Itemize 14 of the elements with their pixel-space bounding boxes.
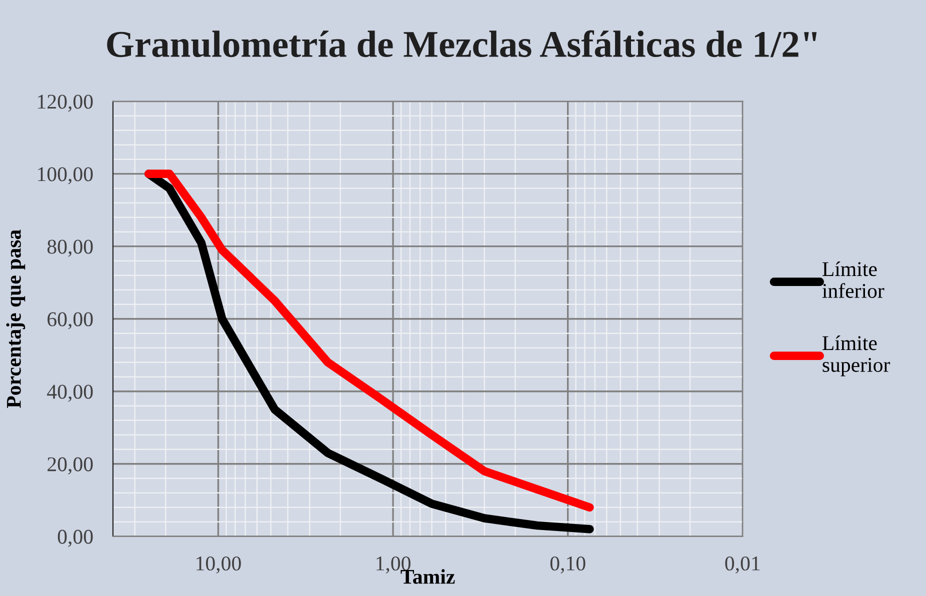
- legend-label: Límite inferior: [822, 261, 884, 298]
- y-axis-title: Porcentaje que pasa: [6, 230, 26, 408]
- legend-label: Límite superior: [822, 335, 890, 376]
- y-tick-label: 20,00: [48, 457, 93, 474]
- x-tick-label: 0,01: [725, 556, 760, 574]
- chart-title: Granulometría de Mezclas Asfálticas de 1/2": [107, 30, 817, 58]
- x-tick-label: 10,00: [196, 556, 241, 574]
- y-tick-label: 60,00: [48, 312, 93, 330]
- y-tick-label: 100,00: [38, 167, 93, 184]
- y-tick-label: 0,00: [58, 530, 93, 547]
- y-tick-label: 40,00: [47, 384, 93, 402]
- y-tick-label: 120,00: [38, 94, 93, 112]
- y-tick-label: 80,00: [47, 240, 93, 257]
- x-tick-label: 0,10: [550, 556, 586, 574]
